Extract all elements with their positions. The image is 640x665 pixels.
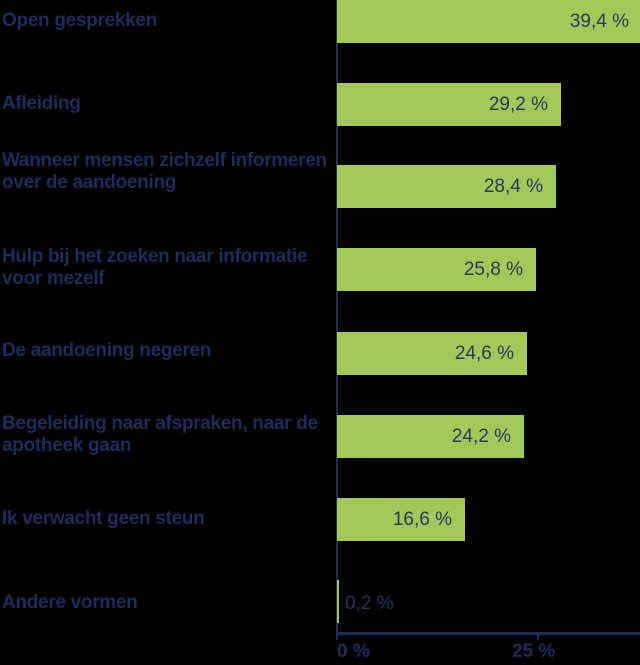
- value-label: 0,2 %: [345, 593, 394, 614]
- value-label: 29,2 %: [488, 94, 548, 115]
- value-label: 28,4 %: [483, 176, 543, 197]
- x-tick-label: 0 %: [337, 641, 370, 662]
- value-label: 25,8 %: [463, 259, 523, 280]
- category-label: Open gesprekken: [2, 10, 157, 31]
- bar: [337, 580, 339, 623]
- category-label: Afleiding: [2, 93, 81, 114]
- x-axis-line: [336, 632, 640, 635]
- bar: [337, 332, 527, 375]
- value-label: 16,6 %: [392, 509, 452, 530]
- y-axis-line: [336, 0, 338, 640]
- category-label: Hulp bij het zoeken naar informatie voor…: [2, 246, 308, 289]
- bar: [337, 248, 536, 291]
- bar: [337, 0, 640, 43]
- bar: [337, 165, 556, 208]
- category-label: Ik verwacht geen steun: [2, 508, 205, 529]
- category-label: Wanneer mensen zichzelf informeren over …: [2, 150, 327, 193]
- value-label: 24,6 %: [454, 343, 514, 364]
- bar: [337, 83, 561, 126]
- bar: [337, 498, 465, 541]
- category-label: Andere vormen: [2, 592, 138, 613]
- bar: [337, 415, 524, 458]
- category-label: Begeleiding naar afspraken, naar de apot…: [2, 413, 318, 456]
- x-tick: [537, 632, 539, 640]
- category-label: De aandoening negeren: [2, 340, 212, 361]
- value-label: 39,4 %: [569, 11, 629, 32]
- x-tick-label: 25 %: [512, 641, 556, 662]
- x-tick: [336, 632, 338, 640]
- value-label: 24,2 %: [451, 426, 511, 447]
